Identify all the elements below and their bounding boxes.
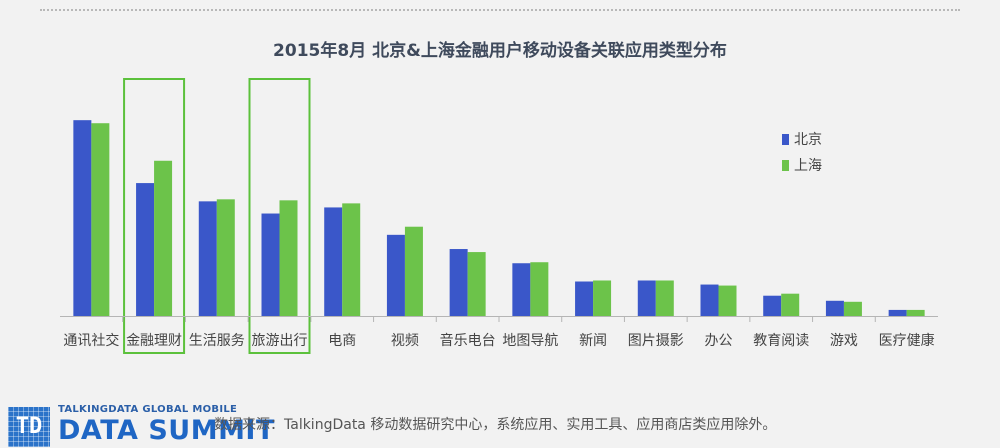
- bar-shanghai-1: [154, 160, 173, 316]
- x-tick-label-11: 教育阅读: [753, 332, 809, 349]
- logo-wordmark: DATA SUMMIT: [58, 415, 275, 446]
- x-tick-label-9: 图片摄影: [628, 333, 684, 349]
- x-tick-label-4: 电商: [328, 333, 356, 349]
- x-tick-label-5: 视频: [391, 333, 419, 349]
- x-tick-label-10: 办公: [705, 333, 733, 349]
- bar-shanghai-11: [781, 293, 800, 316]
- bar-chart: 通讯社交 金融理财 生活服务 旅游出行 电商 视频 音乐电台 地图导航 新闻 图片摄影 办公 教育阅读…: [60, 78, 938, 354]
- bar-shanghai-6: [467, 252, 486, 316]
- bar-shanghai-4: [342, 203, 361, 316]
- bar-shanghai-3: [279, 200, 298, 316]
- legend-swatch-beijing: [782, 133, 789, 145]
- x-tick-label-1: 金融理财: [126, 333, 182, 349]
- bar-beijing-3: [261, 213, 280, 316]
- bar-shanghai-13: [906, 309, 925, 316]
- x-tick-label-13: 医疗健康: [879, 332, 935, 349]
- legend-swatch-shanghai: [782, 159, 789, 171]
- x-tick-label-7: 地图导航: [502, 333, 558, 349]
- top-dotted-divider: [40, 9, 960, 11]
- bar-beijing-8: [575, 281, 594, 316]
- legend-label-beijing: 北京: [794, 132, 822, 148]
- legend-item-shanghai: 上海: [782, 152, 822, 178]
- bar-shanghai-5: [404, 226, 423, 316]
- highlight-box-3: [248, 78, 311, 354]
- data-source-note: 数据来源：TalkingData 移动数据研究中心，系统应用、实用工具、应用商店…: [214, 417, 777, 433]
- bar-beijing-9: [637, 280, 656, 316]
- bar-beijing-2: [198, 201, 217, 316]
- footer: TD TALKINGDATA GLOBAL MOBILE DATA SUMMIT…: [0, 397, 1000, 448]
- x-tick-label-8: 新闻: [579, 333, 607, 349]
- bar-beijing-1: [136, 183, 155, 316]
- bar-beijing-4: [324, 207, 343, 316]
- chart-legend: 北京 上海: [782, 126, 822, 178]
- bar-shanghai-0: [91, 123, 110, 316]
- bar-shanghai-2: [216, 199, 235, 316]
- logo-mark: TD: [8, 407, 50, 447]
- bar-beijing-7: [512, 263, 531, 316]
- bar-shanghai-10: [718, 285, 737, 316]
- x-tick-label-2: 生活服务: [189, 333, 245, 349]
- bar-beijing-11: [763, 295, 782, 316]
- bar-beijing-12: [825, 300, 844, 316]
- x-tick-label-6: 音乐电台: [440, 332, 496, 349]
- bar-shanghai-12: [843, 301, 862, 316]
- bar-beijing-13: [888, 309, 907, 316]
- bar-shanghai-9: [655, 280, 674, 316]
- bar-beijing-6: [449, 249, 468, 316]
- bar-beijing-5: [386, 234, 405, 316]
- bar-shanghai-8: [593, 280, 612, 316]
- x-tick-label-12: 游戏: [830, 333, 858, 349]
- legend-item-beijing: 北京: [782, 126, 822, 152]
- bar-beijing-10: [700, 284, 719, 316]
- logo-subtitle: TALKINGDATA GLOBAL MOBILE: [58, 404, 238, 415]
- data-summit-logo: TD TALKINGDATA GLOBAL MOBILE DATA SUMMIT: [8, 401, 274, 448]
- bar-beijing-0: [73, 120, 92, 316]
- x-tick-label-3: 旅游出行: [252, 333, 308, 349]
- legend-label-shanghai: 上海: [794, 158, 822, 174]
- chart-title: 2015年8月 北京&上海金融用户移动设备关联应用类型分布: [273, 41, 727, 61]
- bar-shanghai-7: [530, 262, 549, 316]
- highlight-box-1: [123, 78, 186, 354]
- x-tick-label-0: 通讯社交: [63, 332, 119, 349]
